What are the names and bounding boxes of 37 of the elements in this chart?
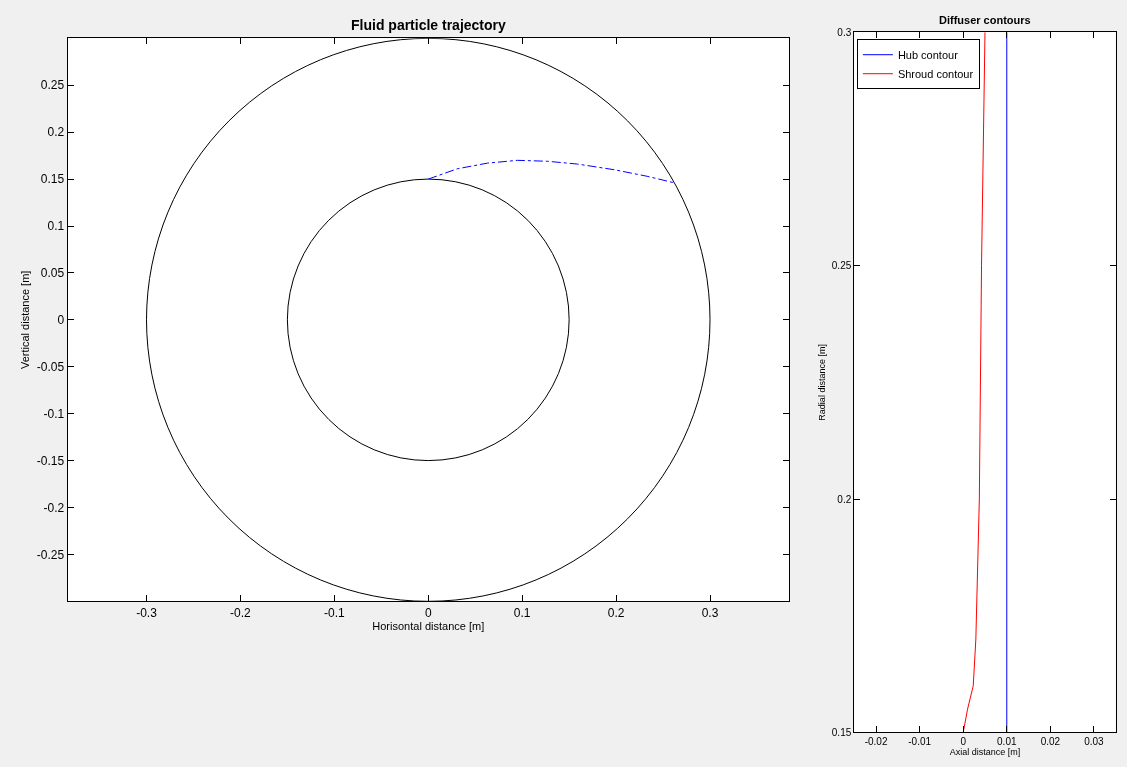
x-axis-title: Horisontal distance [m] <box>372 619 485 632</box>
x-tick-label: 0.1 <box>513 605 531 620</box>
legend-label: Hub contour <box>897 49 959 62</box>
x-tick-label: 0 <box>960 736 967 748</box>
y-axis-title: Vertical distance [m] <box>19 270 32 370</box>
x-tick-label: -0.01 <box>908 736 932 748</box>
y-tick-label: 0.2 <box>47 125 65 140</box>
y-tick-label: 0.1 <box>47 219 65 234</box>
x-tick-label: 0.02 <box>1040 736 1061 748</box>
y-tick-label: 0.05 <box>40 266 65 281</box>
x-tick-label: -0.3 <box>136 605 158 620</box>
x-tick-label: -0.2 <box>230 605 252 620</box>
x-tick-label: 0 <box>424 605 432 620</box>
x-tick-label: 0.2 <box>607 605 625 620</box>
y-tick-label: -0.05 <box>36 359 65 374</box>
x-axis-title: Axial distance [m] <box>949 747 1021 758</box>
y-tick-label: 0.25 <box>40 78 65 93</box>
x-tick-label: 0.3 <box>701 605 719 620</box>
y-tick-label: 0.15 <box>831 726 852 738</box>
y-tick-label: 0.25 <box>831 260 852 272</box>
x-tick-label: -0.1 <box>324 605 345 620</box>
legend-label: Shroud contour <box>897 68 974 81</box>
chart-title: Fluid particle trajectory <box>351 17 507 33</box>
y-tick-label: -0.1 <box>43 406 65 421</box>
x-tick-label: -0.02 <box>864 736 888 748</box>
x-tick-label: 0.01 <box>997 736 1017 748</box>
line-series <box>427 159 675 184</box>
y-axis-title: Radial distance [m] <box>817 344 828 421</box>
x-tick-label: 0.03 <box>1084 736 1105 748</box>
y-tick-label: -0.25 <box>36 547 65 562</box>
y-tick-label: 0.15 <box>40 172 65 187</box>
y-tick-label: 0 <box>57 313 65 328</box>
y-tick-label: 0.3 <box>837 26 852 38</box>
y-tick-label: -0.15 <box>36 453 65 468</box>
chart-title: Diffuser contours <box>939 14 1031 26</box>
y-tick-label: 0.2 <box>837 493 852 505</box>
y-tick-label: -0.2 <box>43 500 65 515</box>
